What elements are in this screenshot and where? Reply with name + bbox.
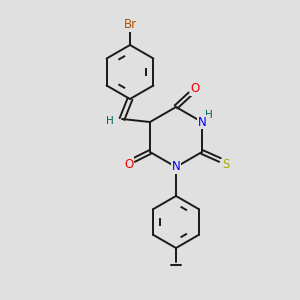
Text: N: N bbox=[198, 116, 206, 128]
Text: O: O bbox=[190, 82, 200, 95]
Text: S: S bbox=[222, 158, 230, 170]
Text: Br: Br bbox=[123, 19, 136, 32]
Text: H: H bbox=[205, 110, 213, 120]
Text: O: O bbox=[124, 158, 134, 170]
Text: H: H bbox=[106, 116, 114, 126]
Text: N: N bbox=[172, 160, 180, 173]
